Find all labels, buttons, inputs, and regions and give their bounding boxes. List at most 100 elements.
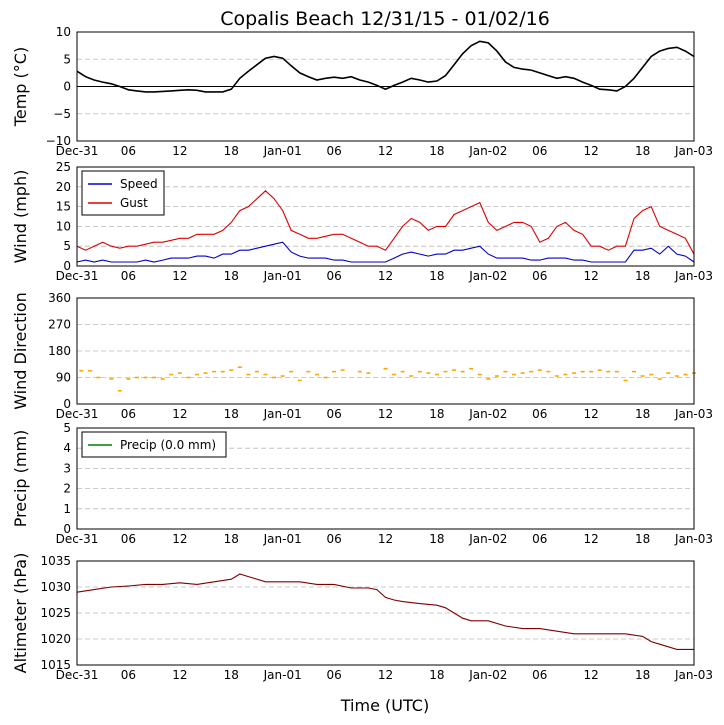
- x-tick-label: 18: [635, 407, 650, 421]
- x-tick-label: 06: [532, 668, 547, 682]
- y-tick-label: 0: [63, 259, 71, 273]
- x-tick-label: Jan-02: [468, 407, 507, 421]
- legend-label: Speed: [120, 177, 158, 191]
- y-tick-label: 1030: [40, 580, 71, 594]
- x-tick-label: 12: [172, 668, 187, 682]
- y-axis-label: Wind Direction: [11, 292, 30, 410]
- panel-altimeter: 1015 1020 1025 1030 1035 Dec-31 06 12 18 Jan-01 06…: [11, 553, 713, 682]
- x-tick-label: 06: [326, 407, 341, 421]
- y-tick-label: 0: [63, 80, 71, 94]
- x-tick-label: 06: [121, 407, 136, 421]
- x-tick-label: 06: [532, 269, 547, 283]
- y-tick-label: 3: [63, 461, 71, 475]
- x-tick-label: 18: [224, 407, 239, 421]
- x-tick-label: 18: [224, 532, 239, 546]
- x-tick-label: 12: [378, 668, 393, 682]
- x-tick-label: 12: [584, 269, 599, 283]
- y-axis-label: Altimeter (hPa): [11, 553, 30, 674]
- y-tick-label: 5: [63, 239, 71, 253]
- x-tick-label: Jan-01: [263, 532, 302, 546]
- x-tick-label: 12: [172, 407, 187, 421]
- x-tick-label: 18: [635, 269, 650, 283]
- legend-box: [81, 170, 165, 216]
- y-tick-label: −10: [46, 134, 71, 148]
- x-tick-label: Jan-01: [263, 668, 302, 682]
- x-tick-label: Jan-02: [468, 269, 507, 283]
- legend-label: Gust: [120, 196, 148, 210]
- x-tick-label: Jan-03: [674, 407, 713, 421]
- y-tick-label: 2: [63, 482, 71, 496]
- x-tick-label: 06: [532, 144, 547, 158]
- panel-temp: −10 −5 0 5 10 Dec-31 06 12 18 Jan-01 06 12 18 Jan-02 0…: [11, 25, 713, 158]
- x-tick-label: Dec-31: [56, 668, 99, 682]
- x-tick-label: 06: [532, 532, 547, 546]
- x-tick-label: Dec-31: [56, 532, 99, 546]
- series-line-gust: [76, 190, 695, 255]
- plot-frame: [76, 560, 695, 666]
- x-tick-label: 12: [378, 144, 393, 158]
- x-tick-label: Jan-03: [674, 532, 713, 546]
- y-tick-label: 1020: [40, 632, 71, 646]
- y-tick-label: 25: [56, 160, 71, 174]
- y-tick-label: 270: [48, 318, 71, 332]
- x-tick-label: 18: [224, 144, 239, 158]
- y-tick-label: 1035: [40, 554, 71, 568]
- x-tick-label: Jan-01: [263, 144, 302, 158]
- x-tick-label: 18: [224, 668, 239, 682]
- x-tick-label: 06: [326, 269, 341, 283]
- legend: Speed Gust: [81, 170, 165, 216]
- panel-wind: 0 5 10 15 20 25 Dec-31 06 12 18 Jan-01 06 12 18 Jan-02…: [11, 160, 713, 283]
- plot-frame: [76, 166, 695, 267]
- x-tick-label: 06: [326, 668, 341, 682]
- x-tick-label: 12: [172, 144, 187, 158]
- plot-frame: [76, 427, 695, 530]
- x-tick-label: 06: [326, 144, 341, 158]
- x-tick-label: 06: [532, 407, 547, 421]
- y-tick-label: 5: [63, 421, 71, 435]
- x-tick-label: Dec-31: [56, 144, 99, 158]
- y-axis-label: Precip (mm): [11, 430, 30, 528]
- y-tick-label: 1025: [40, 606, 71, 620]
- x-tick-label: Dec-31: [56, 407, 99, 421]
- x-tick-label: 12: [378, 407, 393, 421]
- y-tick-label: 1015: [40, 658, 71, 672]
- x-axis-label: Time (UTC): [340, 696, 429, 715]
- series-line-altimeter: [76, 573, 694, 650]
- panel-direction: 0 90 180 270 360 Dec-31 06 12 18 Jan-01 06 12 18 Jan-…: [11, 291, 713, 421]
- x-tick-label: 12: [584, 668, 599, 682]
- x-tick-label: 12: [172, 269, 187, 283]
- y-tick-label: 10: [56, 219, 71, 233]
- x-tick-label: Jan-03: [674, 269, 713, 283]
- y-axis-label: Temp (°C): [11, 47, 30, 127]
- x-tick-label: 06: [326, 532, 341, 546]
- x-tick-label: 12: [584, 407, 599, 421]
- legend-label: Precip (0.0 mm): [120, 438, 216, 452]
- x-tick-label: Jan-02: [468, 144, 507, 158]
- y-tick-label: 10: [56, 25, 71, 39]
- legend: Precip (0.0 mm): [81, 431, 227, 458]
- x-tick-label: Jan-02: [468, 668, 507, 682]
- x-tick-label: Jan-02: [468, 532, 507, 546]
- x-tick-label: Jan-01: [263, 407, 302, 421]
- x-tick-label: 12: [172, 532, 187, 546]
- plot-frame: [76, 297, 695, 405]
- x-tick-label: Dec-31: [56, 269, 99, 283]
- x-tick-label: Jan-01: [263, 269, 302, 283]
- series-line-speed: [76, 241, 695, 263]
- y-tick-label: 1: [63, 502, 71, 516]
- x-tick-label: Jan-03: [674, 668, 713, 682]
- x-tick-label: 18: [429, 144, 444, 158]
- x-tick-label: 18: [635, 532, 650, 546]
- x-tick-label: 18: [429, 407, 444, 421]
- x-tick-label: 18: [635, 144, 650, 158]
- y-tick-label: 5: [63, 52, 71, 66]
- chart-title: Copalis Beach 12/31/15 - 01/02/16: [220, 8, 550, 30]
- series-line-temp: [76, 40, 695, 93]
- x-tick-label: 12: [378, 532, 393, 546]
- y-tick-label: 180: [48, 344, 71, 358]
- y-tick-label: 90: [56, 371, 71, 385]
- x-tick-label: 12: [584, 532, 599, 546]
